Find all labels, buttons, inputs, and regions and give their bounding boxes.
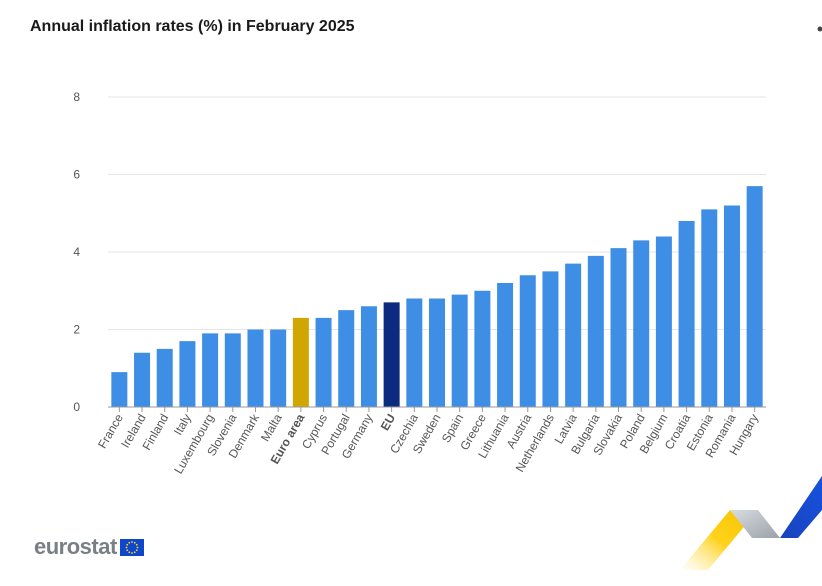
context-menu-icon[interactable] [816, 24, 822, 34]
flag-star [125, 546, 128, 548]
bar [383, 302, 400, 407]
logo-text: eurostat [34, 534, 117, 559]
bar [270, 329, 287, 407]
flag-star [126, 543, 128, 546]
y-tick-label: 2 [73, 323, 80, 337]
bar [474, 290, 491, 407]
y-tick-label: 6 [73, 168, 80, 182]
y-tick-label: 4 [73, 245, 80, 259]
bar [315, 317, 332, 407]
bar [156, 348, 173, 407]
bar [179, 341, 196, 407]
bar [655, 236, 672, 407]
decorative-chevron-graphic [680, 476, 822, 570]
flag-star [135, 543, 138, 546]
bar [202, 333, 219, 407]
bar [406, 298, 423, 407]
eu-flag-icon [119, 538, 144, 556]
flag-star [130, 540, 133, 543]
bar [633, 240, 650, 407]
x-tick-label: EU [378, 412, 398, 433]
bar [519, 275, 536, 407]
bar [451, 294, 468, 407]
bar [224, 333, 241, 407]
bar [542, 271, 559, 407]
flag-star [128, 541, 130, 544]
flag-star [135, 548, 138, 551]
y-tick-label: 0 [73, 400, 80, 414]
flag-star [128, 550, 130, 553]
x-tick-label: Italy [171, 412, 194, 438]
flag-star [130, 551, 133, 554]
bar [247, 329, 264, 407]
flag-star [133, 550, 136, 553]
bar [746, 186, 763, 407]
flag-star [136, 546, 139, 548]
bar [497, 283, 514, 407]
chart-title: Annual inflation rates (%) in February 2… [30, 18, 355, 35]
bar [292, 317, 309, 407]
bar [587, 255, 604, 407]
flag-star [133, 541, 136, 544]
y-tick-label: 8 [73, 90, 80, 104]
bar [360, 306, 377, 407]
bar [723, 205, 740, 407]
bar [565, 263, 582, 407]
bar [701, 209, 718, 407]
bar [610, 248, 627, 407]
bar [429, 298, 445, 407]
bar [678, 221, 695, 407]
bar [134, 352, 151, 407]
bar [111, 372, 128, 407]
flag-star [126, 548, 128, 551]
eurostat-logo: eurostat [34, 534, 144, 560]
bar [338, 310, 355, 407]
